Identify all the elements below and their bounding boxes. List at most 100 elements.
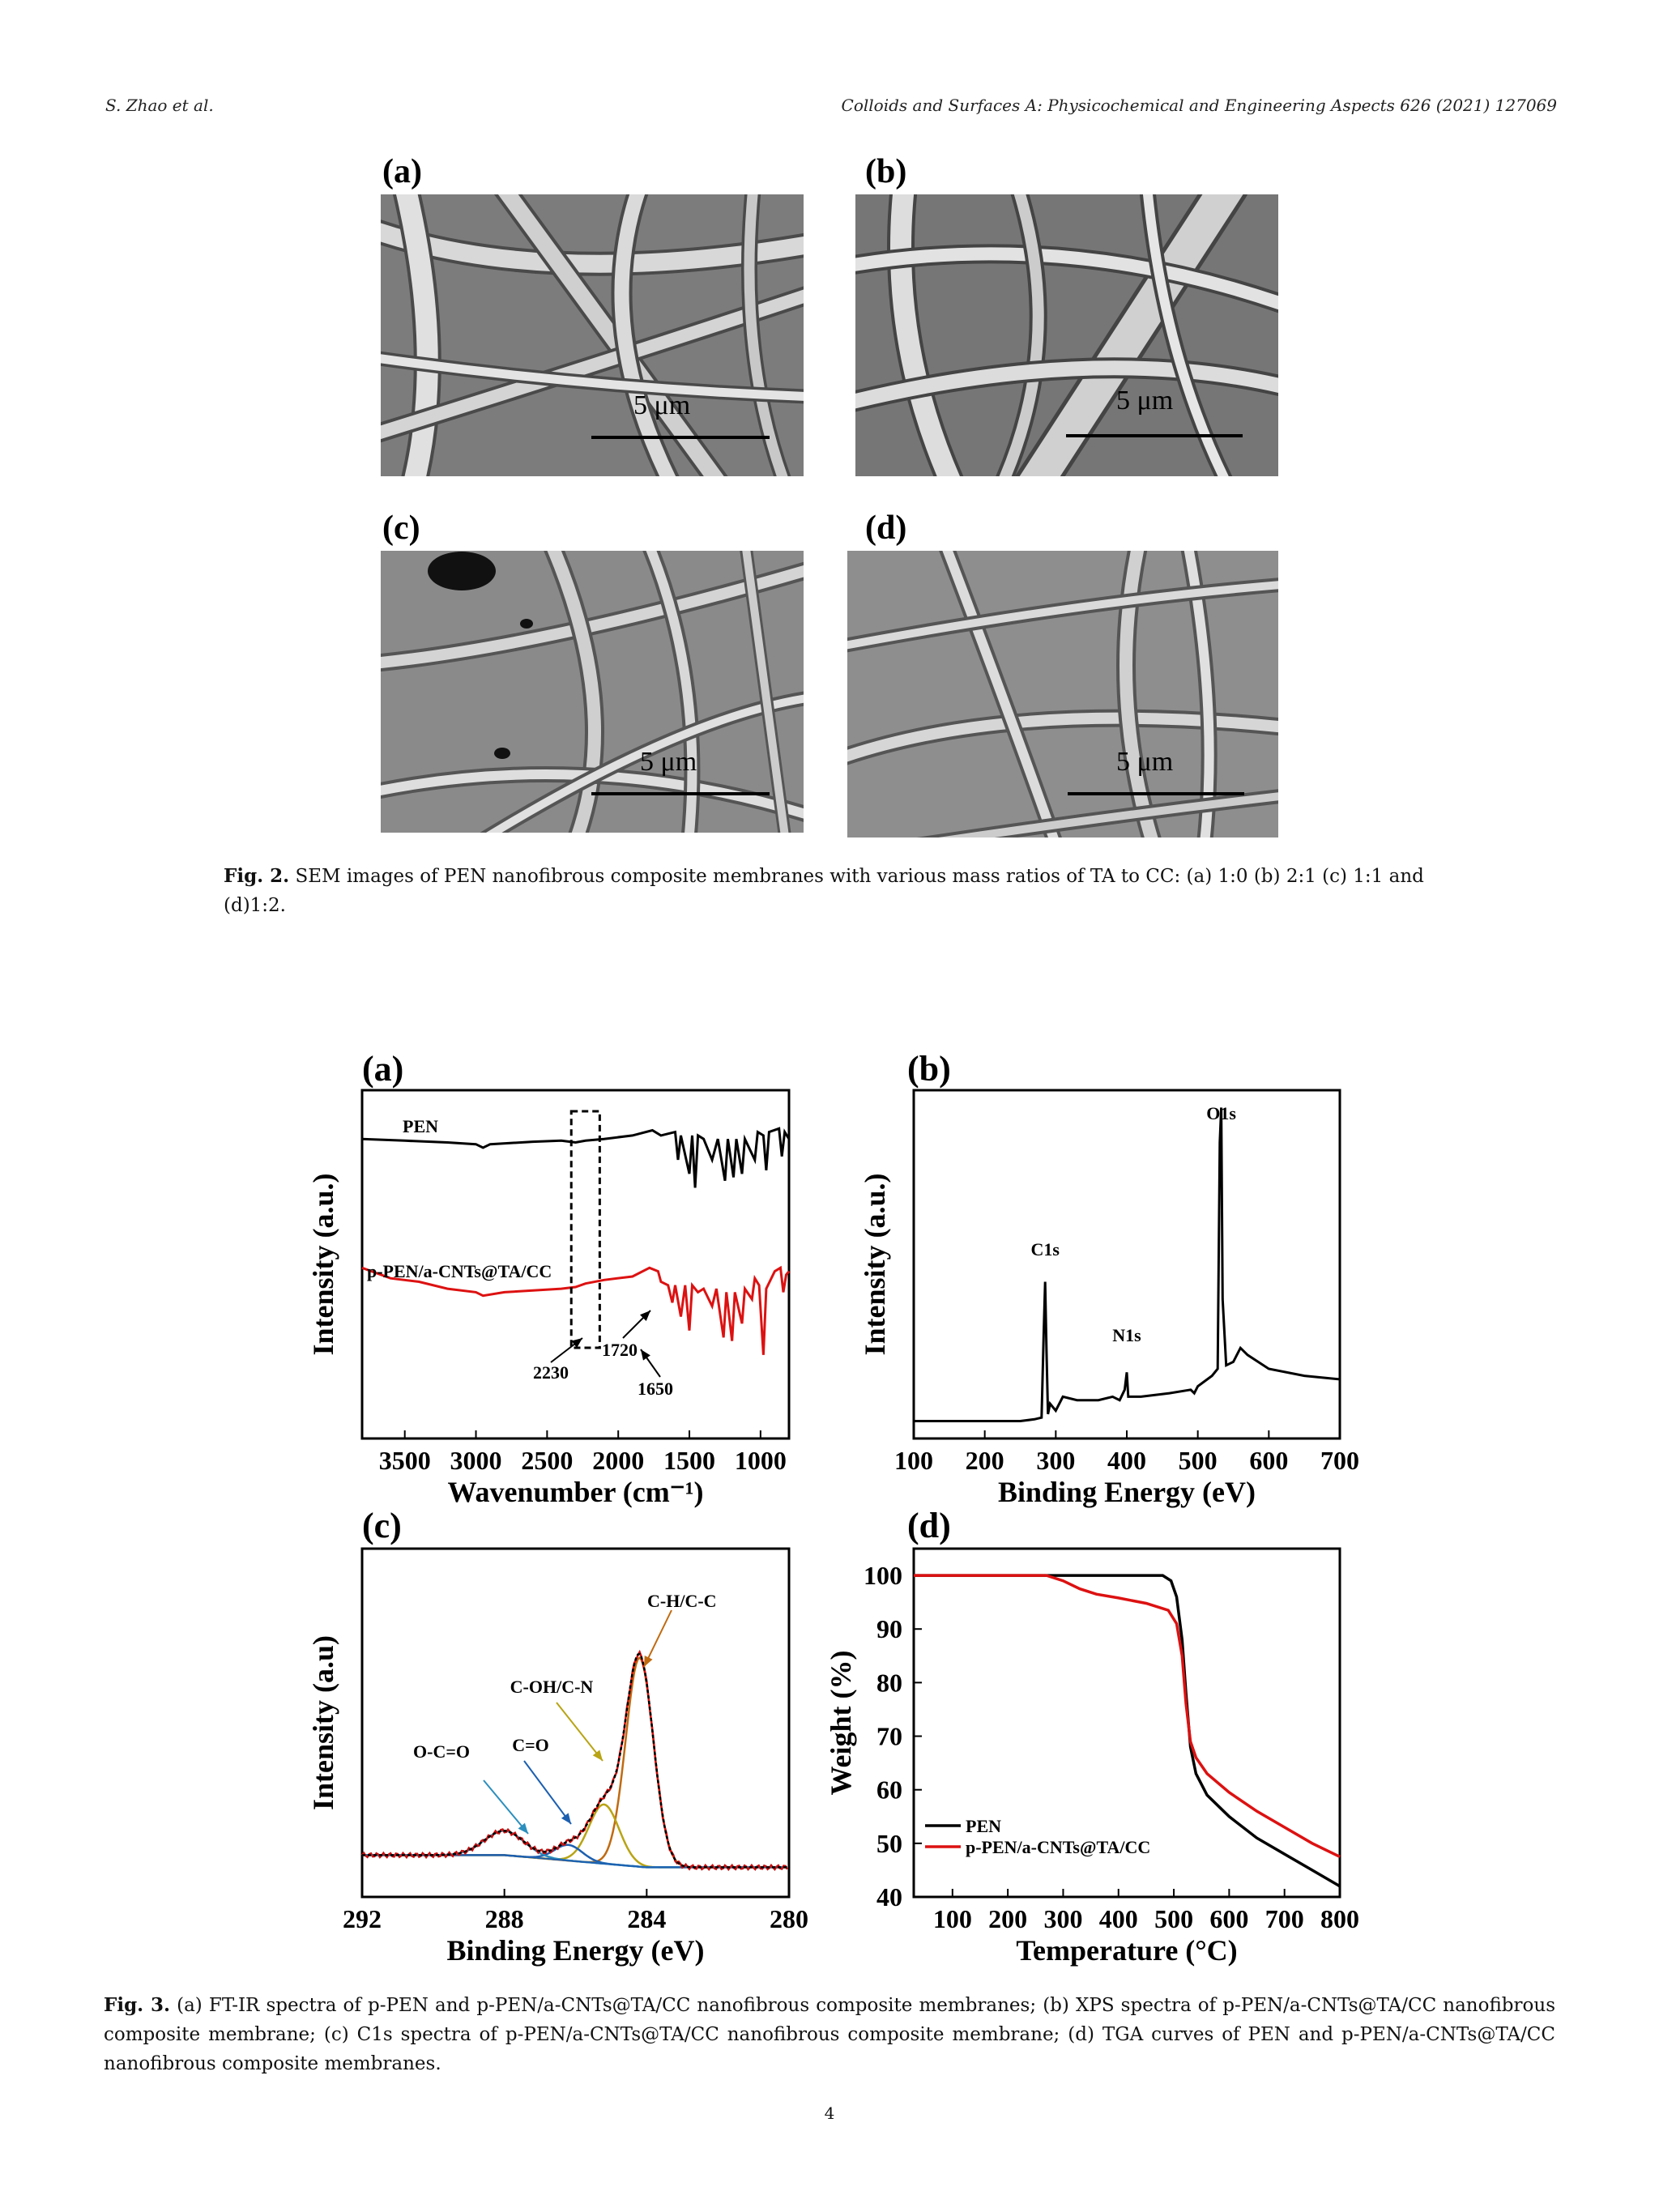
chart-a-ylabel: Intensity (a.u.) [307,1173,339,1355]
sem-panel-label-b: (b) [865,153,907,190]
chart-c-fit-line [362,1652,787,1869]
chart-a-xtick-label: 3500 [379,1446,431,1475]
chart-c-xtick-label: 288 [485,1904,524,1933]
chart-d-ytick-label: 50 [876,1829,902,1858]
chart-d-legend-label: p-PEN/a-CNTs@TA/CC [966,1837,1150,1857]
chart-d-xtick-label: 500 [1154,1904,1193,1933]
chart-d-frame [912,1547,1341,1899]
chart-a-frame [360,1089,791,1440]
fig2-caption-text: SEM images of PEN nanofibrous composite … [224,866,1424,916]
chart-b-xtick-label: 400 [1107,1446,1146,1475]
chart-a-dashed-region [569,1110,601,1349]
chart-c-arrow-chcc-head [644,1656,653,1667]
chart-c-annotation: C=O [512,1735,549,1755]
chart-c-arrow-co-head [561,1813,571,1824]
fig2-caption: Fig. 2. SEM images of PEN nanofibrous co… [224,862,1455,920]
chart-d-ytick-label: 60 [876,1775,902,1805]
chart-a-series-line [361,1265,791,1355]
chart-d-series-line [914,1574,1341,1858]
chart-b-xtick-label: 500 [1179,1446,1218,1475]
fig2-caption-label: Fig. 2. [224,865,290,887]
chart-a-arrow-2230-head [571,1338,582,1349]
sem-scale-bar-c [591,792,770,795]
chart-d-xtick-label: 800 [1320,1904,1359,1933]
chart-c-arrow-co-line [523,1760,572,1825]
chart-b-xtick-label: 200 [966,1446,1004,1475]
chart-c-arrow-occo-line [483,1779,529,1835]
chart-a-annotation: 1650 [638,1379,673,1399]
chart-a-arrow-1720-head [640,1311,650,1321]
chart-c-xtick-label: 292 [343,1904,382,1933]
sem-scale-label-b: 5 μm [1116,386,1174,416]
sem-image-d [847,551,1278,837]
chart-c-annotation: C-OH/C-N [510,1677,594,1697]
chart-c-xtick-label: 280 [770,1904,808,1933]
chart-d-ytick-label: 80 [876,1668,902,1697]
chart-d-series-line [914,1574,1341,1888]
sem-panel-label-a: (a) [382,153,422,190]
chart-c-arrow-coh-line [556,1702,603,1762]
running-header-authors: S. Zhao et al. [105,96,214,115]
chart-d-xtick-label: 700 [1265,1904,1304,1933]
chart-d-xlabel: Temperature (°C) [1016,1934,1237,1967]
chart-a-xtick-label: 2500 [521,1446,573,1475]
chart-a-xtick-label: 1500 [663,1446,715,1475]
sem-scale-bar-a [591,436,770,439]
fig3-caption: Fig. 3. (a) FT-IR spectra of p-PEN and p… [104,1991,1555,2078]
fig3-caption-label: Fig. 3. [104,1994,170,2016]
chart-b-xtick-label: 700 [1320,1446,1359,1475]
chart-d-xtick-label: 300 [1043,1904,1082,1933]
chart-d-ytick-label: 90 [876,1614,902,1643]
chart-d-xtick-label: 200 [988,1904,1027,1933]
chart-a-series-label: PEN [403,1116,438,1136]
chart-c-xlabel: Binding Energy (eV) [446,1934,704,1967]
chart-c-annotation: O-C=O [413,1741,470,1762]
sem-scale-label-d: 5 μm [1116,747,1174,777]
chart-d-xtick-label: 600 [1209,1904,1248,1933]
sem-panel-label-d: (d) [865,509,907,547]
chart-b-xtick-label: 100 [894,1446,933,1475]
chart-a-xlabel: Wavenumber (cm⁻¹) [447,1476,703,1508]
chart-a-panel-label: (a) [362,1049,403,1089]
chart-b-xtick-label: 300 [1036,1446,1075,1475]
chart-c-arrow-coh-head [592,1750,603,1761]
sem-panel-label-c: (c) [382,509,420,547]
page-number: 4 [824,2103,835,2123]
chart-b-annotation: O1s [1206,1103,1236,1123]
chart-d-ytick-label: 40 [876,1882,902,1912]
chart-c-raw-line [361,1649,788,1872]
chart-c-ylabel: Intensity (a.u) [307,1635,339,1810]
chart-c-annotation: C-H/C-C [647,1591,717,1611]
chart-a-series-label: p-PEN/a-CNTs@TA/CC [367,1261,552,1281]
chart-b-annotation: N1s [1112,1325,1141,1345]
sem-scale-label-c: 5 μm [640,747,697,777]
chart-a-annotation: 1720 [602,1340,638,1360]
chart-d-xtick-label: 400 [1099,1904,1138,1933]
chart-c-frame [360,1547,791,1899]
sem-image-c [381,551,804,833]
chart-a-arrow-1650-head [641,1349,650,1361]
chart-a-xtick-label: 3000 [450,1446,502,1475]
chart-a-xtick-label: 1000 [735,1446,787,1475]
chart-d-ytick-label: 100 [864,1561,902,1590]
chart-b-series-line [914,1107,1341,1422]
chart-b-panel-label: (b) [907,1049,951,1089]
chart-b-xlabel: Binding Energy (eV) [998,1476,1256,1508]
chart-d-legend-label: PEN [966,1816,1001,1836]
running-header-journal: Colloids and Surfaces A: Physicochemical… [841,96,1557,115]
chart-b-xtick-label: 600 [1249,1446,1288,1475]
sem-image-b [855,194,1278,476]
chart-a-annotation: 2230 [533,1362,569,1383]
sem-scale-label-a: 5 μm [633,390,691,420]
chart-a-series-line [361,1127,791,1188]
chart-c-panel-label: (c) [362,1506,402,1545]
chart-d-panel-label: (d) [907,1506,951,1545]
chart-b-annotation: C1s [1030,1239,1060,1259]
sem-scale-bar-d [1068,792,1244,795]
chart-c-xtick-label: 284 [627,1904,666,1933]
chart-c-arrow-chcc-line [643,1609,672,1668]
chart-d-ytick-label: 70 [876,1722,902,1751]
chart-b-ylabel: Intensity (a.u.) [859,1173,891,1355]
chart-d-ylabel: Weight (%) [825,1651,857,1796]
